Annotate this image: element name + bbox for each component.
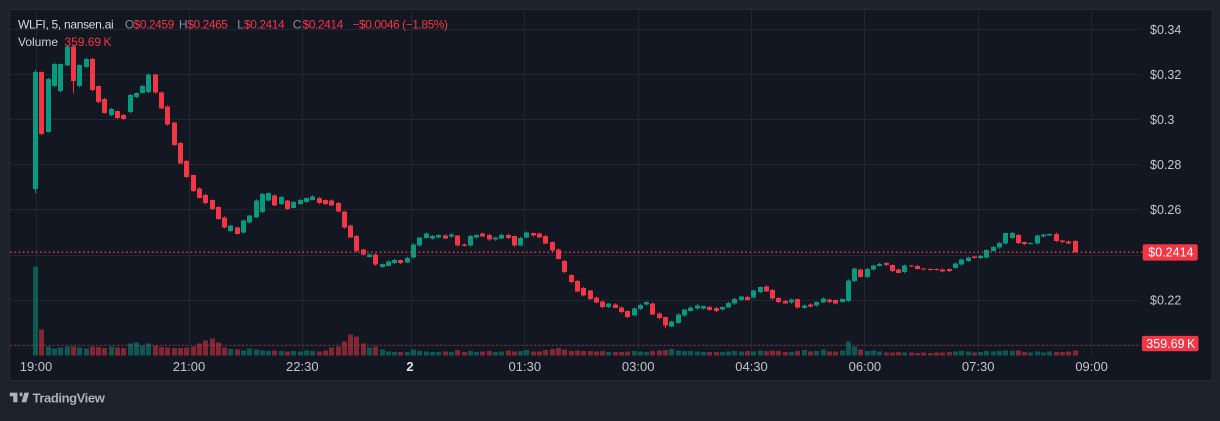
svg-text:359.69 K: 359.69 K bbox=[64, 35, 111, 49]
svg-text:22:30: 22:30 bbox=[286, 359, 319, 374]
svg-text:$0.34: $0.34 bbox=[1150, 23, 1181, 37]
svg-text:Volume: Volume bbox=[18, 35, 58, 49]
svg-text:$0.3: $0.3 bbox=[1150, 113, 1174, 127]
svg-text:01:30: 01:30 bbox=[509, 359, 542, 374]
svg-text:TradingView: TradingView bbox=[33, 391, 106, 406]
svg-text:21:00: 21:00 bbox=[173, 359, 206, 374]
svg-text:$0.32: $0.32 bbox=[1150, 68, 1181, 82]
svg-text:−$0.0046 (−1.85%): −$0.0046 (−1.85%) bbox=[353, 18, 449, 32]
svg-text:$0.2414: $0.2414 bbox=[244, 18, 285, 32]
svg-text:2: 2 bbox=[406, 359, 413, 374]
svg-text:$0.26: $0.26 bbox=[1150, 203, 1181, 217]
svg-text:06:00: 06:00 bbox=[849, 359, 882, 374]
svg-text:C: C bbox=[293, 18, 302, 32]
svg-text:$0.28: $0.28 bbox=[1150, 158, 1181, 172]
svg-text:07:30: 07:30 bbox=[962, 359, 995, 374]
svg-text:$0.2414: $0.2414 bbox=[303, 18, 344, 32]
svg-text:$0.2465: $0.2465 bbox=[187, 18, 228, 32]
svg-text:WLFI, 5, nansen.ai: WLFI, 5, nansen.ai bbox=[18, 18, 113, 32]
svg-text:$0.2414: $0.2414 bbox=[1148, 246, 1193, 260]
svg-text:03:00: 03:00 bbox=[622, 359, 655, 374]
svg-text:359.69 K: 359.69 K bbox=[1146, 337, 1196, 351]
svg-text:09:00: 09:00 bbox=[1075, 359, 1108, 374]
svg-text:$0.22: $0.22 bbox=[1150, 293, 1181, 307]
svg-text:L: L bbox=[237, 18, 244, 32]
svg-text:H: H bbox=[179, 18, 188, 32]
svg-text:19:00: 19:00 bbox=[20, 359, 53, 374]
svg-text:O: O bbox=[125, 18, 134, 32]
svg-text:$0.2459: $0.2459 bbox=[134, 18, 175, 32]
svg-text:04:30: 04:30 bbox=[735, 359, 768, 374]
